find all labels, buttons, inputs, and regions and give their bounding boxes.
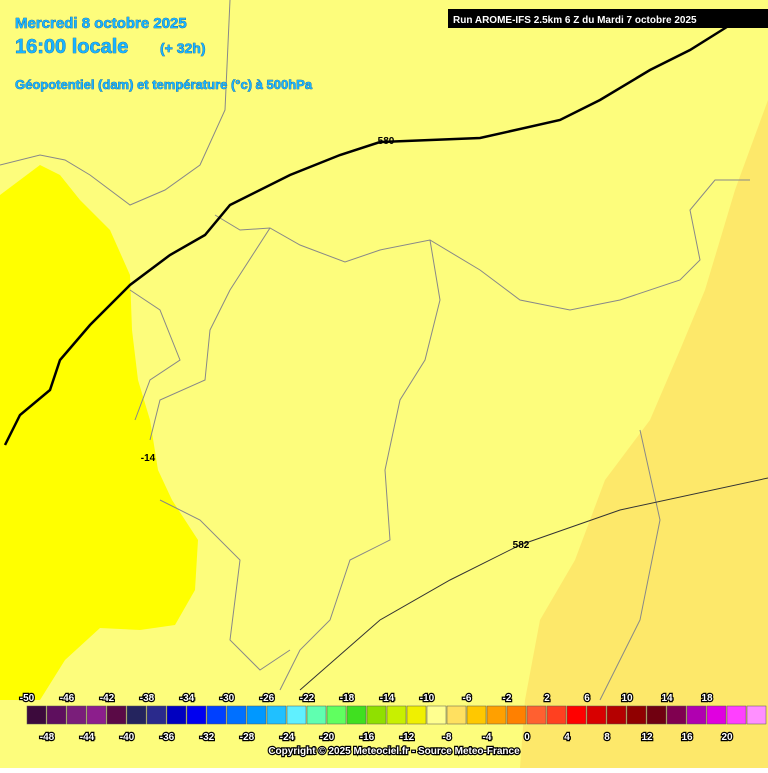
run-box [448, 9, 768, 28]
colorbar-cell [646, 705, 667, 725]
border-line [159, 499, 291, 671]
colorbar-label: -10 [420, 693, 435, 704]
colorbar-label: 0 [524, 732, 530, 743]
colorbar-label: -18 [340, 693, 355, 704]
colorbar-cell [306, 705, 327, 725]
colorbar-cell [66, 705, 87, 725]
colorbar-cell [246, 705, 267, 725]
border-line [279, 239, 441, 691]
colorbar-label: -16 [360, 732, 375, 743]
colorbar-label: 8 [604, 732, 610, 743]
colorbar-cell [106, 705, 127, 725]
colorbar-cell [46, 705, 67, 725]
colorbar-cell [706, 705, 727, 725]
colorbar-cell [426, 705, 447, 725]
colorbar-label: -28 [240, 732, 255, 743]
colorbar-label: -42 [100, 693, 115, 704]
colorbar-label: 14 [661, 693, 673, 704]
contour-label: 582 [513, 540, 530, 551]
colorbar-cell [666, 705, 687, 725]
colorbar-cell [606, 705, 627, 725]
colorbar-label: -12 [400, 732, 415, 743]
contour-580 [3, 23, 731, 446]
colorbar: -50 -46 -42 -38 -34 -30 -26 -22 -18 -14 -10 -6 -2 2 6 1… [19, 692, 767, 744]
warm-zone [520, 100, 768, 768]
colorbar-cell [566, 705, 587, 725]
colorbar-cell [486, 705, 507, 725]
colorbar-cell [166, 705, 187, 725]
colorbar-label: -46 [60, 693, 75, 704]
colorbar-label: -36 [160, 732, 175, 743]
colorbar-label: 4 [564, 732, 570, 743]
colorbar-cell [586, 705, 607, 725]
colorbar-label: 2 [544, 693, 550, 704]
colorbar-cell [26, 705, 47, 725]
colorbar-label: -30 [220, 693, 235, 704]
run-info: Run AROME-IFS 2.5km 6 Z du Mardi 7 octob… [453, 15, 697, 26]
colorbar-label: -4 [483, 732, 492, 743]
colorbar-label: 12 [641, 732, 653, 743]
border-line [149, 227, 271, 441]
contour-label: -14 [141, 453, 156, 464]
colorbar-cell [206, 705, 227, 725]
colorbar-cell [286, 705, 307, 725]
colorbar-label: 6 [584, 693, 590, 704]
colorbar-cell [446, 705, 467, 725]
cold-zone [0, 165, 198, 700]
colorbar-label: -40 [120, 732, 135, 743]
colorbar-label: -14 [380, 693, 395, 704]
coastline [0, 0, 231, 206]
colorbar-label: -44 [80, 732, 95, 743]
colorbar-cell [746, 705, 767, 725]
forecast-date: Mercredi 8 octobre 2025 [15, 15, 187, 32]
colorbar-label: 10 [621, 693, 633, 704]
colorbar-cell [226, 705, 247, 725]
colorbar-cell [546, 705, 567, 725]
colorbar-cell [126, 705, 147, 725]
colorbar-label: -38 [140, 693, 155, 704]
colorbar-label: -8 [443, 732, 452, 743]
copyright: Copyright © 2025 Meteociel.fr - Source M… [268, 746, 520, 757]
colorbar-label: -6 [463, 693, 472, 704]
colorbar-cell [346, 705, 367, 725]
colorbar-cell [366, 705, 387, 725]
border-line [214, 179, 750, 311]
colorbar-cell [146, 705, 167, 725]
colorbar-label: -2 [503, 693, 512, 704]
colorbar-label: 18 [701, 693, 713, 704]
colorbar-label: -34 [180, 693, 195, 704]
lead-time: (+ 32h) [160, 40, 206, 56]
colorbar-cell [726, 705, 747, 725]
colorbar-label: -22 [300, 693, 315, 704]
contour-label: 580 [378, 136, 395, 147]
colorbar-label: -24 [280, 732, 295, 743]
colorbar-label: 16 [681, 732, 693, 743]
border-line [129, 289, 181, 421]
colorbar-label: -20 [320, 732, 335, 743]
colorbar-cell [386, 705, 407, 725]
colorbar-label: 20 [721, 732, 733, 743]
colorbar-cell [406, 705, 427, 725]
contour-582 [299, 477, 768, 691]
colorbar-cell [266, 705, 287, 725]
forecast-time: 16:00 locale [15, 36, 128, 58]
border-line [599, 429, 661, 701]
colorbar-cell [506, 705, 527, 725]
colorbar-cell [86, 705, 107, 725]
colorbar-cell [186, 705, 207, 725]
colorbar-cell [626, 705, 647, 725]
colorbar-cell [326, 705, 347, 725]
colorbar-cell [526, 705, 547, 725]
colorbar-label: -50 [20, 693, 35, 704]
colorbar-cell [686, 705, 707, 725]
colorbar-label: -26 [260, 693, 275, 704]
colorbar-cell [466, 705, 487, 725]
colorbar-label: -48 [40, 732, 55, 743]
subtitle: Géopotentiel (dam) et température (°c) à… [15, 77, 313, 92]
colorbar-label: -32 [200, 732, 215, 743]
